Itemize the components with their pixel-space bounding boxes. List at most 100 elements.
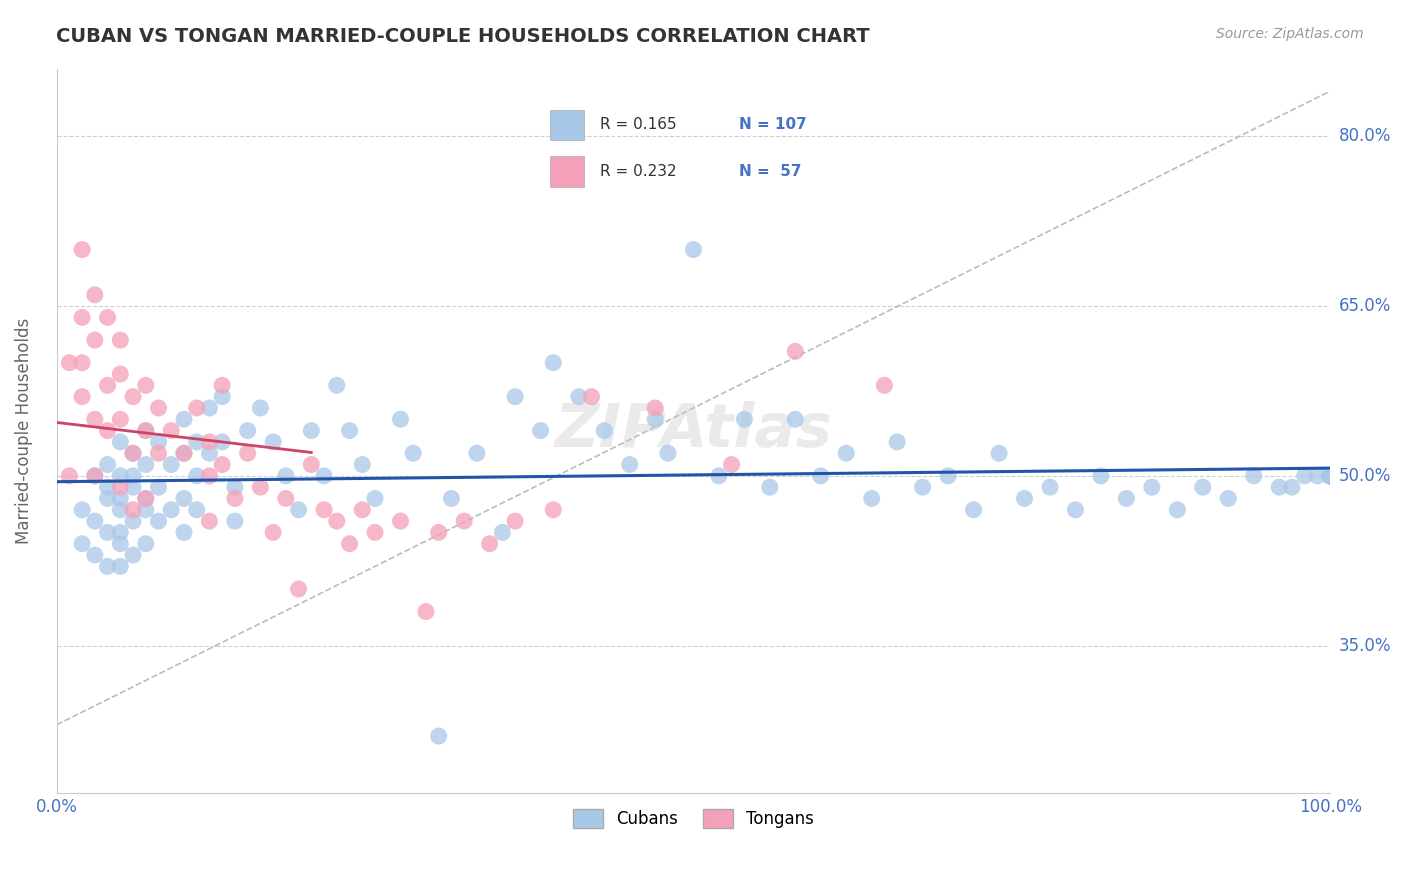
Point (1166, 503, 1188, 517)
Point (224, 491, 246, 506)
Point (160, 458, 183, 472)
Point (83, 468, 105, 483)
Point (1319, 468, 1341, 483)
Point (543, 503, 565, 517)
Point (644, 412, 666, 426)
Point (211, 390, 233, 404)
Point (110, 559, 132, 574)
Point (211, 434, 233, 449)
Point (402, 446, 425, 460)
Point (96, 378, 118, 392)
Point (173, 491, 195, 506)
Point (299, 424, 322, 438)
Point (478, 537, 501, 551)
Legend: Cubans, Tongans: Cubans, Tongans (567, 803, 821, 835)
Point (110, 412, 132, 426)
Point (160, 424, 183, 438)
Point (122, 390, 145, 404)
Point (785, 344, 807, 359)
Point (988, 446, 1011, 460)
Point (122, 446, 145, 460)
Point (186, 503, 208, 517)
Point (1319, 468, 1341, 483)
Point (110, 480, 132, 494)
Point (326, 514, 349, 528)
Point (415, 605, 437, 619)
Point (148, 401, 170, 415)
Point (389, 412, 412, 426)
Point (224, 514, 246, 528)
Point (135, 424, 157, 438)
Point (83, 468, 105, 483)
Point (148, 446, 170, 460)
Point (96, 559, 118, 574)
Text: Source: ZipAtlas.com: Source: ZipAtlas.com (1216, 27, 1364, 41)
Point (135, 537, 157, 551)
Point (135, 458, 157, 472)
Point (249, 480, 271, 494)
Point (135, 378, 157, 392)
Point (720, 458, 742, 472)
Point (962, 503, 984, 517)
Point (274, 468, 297, 483)
Point (835, 446, 858, 460)
Point (529, 424, 551, 438)
Y-axis label: Married-couple Households: Married-couple Households (15, 318, 32, 544)
Point (352, 458, 374, 472)
Point (110, 468, 132, 483)
Text: CUBAN VS TONGAN MARRIED-COUPLE HOUSEHOLDS CORRELATION CHART: CUBAN VS TONGAN MARRIED-COUPLE HOUSEHOLD… (56, 27, 870, 45)
Point (96, 424, 118, 438)
Point (173, 412, 195, 426)
Point (326, 378, 349, 392)
Point (122, 548, 145, 562)
Point (96, 310, 118, 325)
Point (1281, 480, 1303, 494)
Point (96, 480, 118, 494)
Point (886, 434, 908, 449)
Point (122, 514, 145, 528)
Point (911, 480, 934, 494)
Point (262, 525, 284, 540)
Text: 35.0%: 35.0% (1339, 637, 1391, 655)
Point (83, 514, 105, 528)
Point (110, 537, 132, 551)
Point (339, 424, 361, 438)
Point (1319, 468, 1341, 483)
Point (759, 480, 782, 494)
Point (936, 468, 959, 483)
Point (236, 424, 259, 438)
Point (503, 514, 526, 528)
Text: 65.0%: 65.0% (1339, 297, 1391, 315)
Point (1090, 468, 1112, 483)
Point (1319, 468, 1341, 483)
Point (135, 491, 157, 506)
Point (122, 480, 145, 494)
Point (70, 310, 93, 325)
Point (1218, 491, 1240, 506)
Point (785, 412, 807, 426)
Point (287, 582, 309, 596)
Point (83, 288, 105, 302)
Point (262, 434, 284, 449)
Point (198, 514, 221, 528)
Point (148, 434, 170, 449)
Point (186, 468, 208, 483)
Point (135, 424, 157, 438)
Point (249, 401, 271, 415)
Point (186, 434, 208, 449)
Point (122, 503, 145, 517)
Point (440, 491, 463, 506)
Point (70, 503, 93, 517)
Point (96, 525, 118, 540)
Point (70, 243, 93, 257)
Point (83, 333, 105, 347)
Point (389, 514, 412, 528)
Point (58, 356, 80, 370)
Point (110, 503, 132, 517)
Point (160, 503, 183, 517)
Point (135, 503, 157, 517)
Point (274, 491, 297, 506)
Point (860, 491, 883, 506)
Text: 80.0%: 80.0% (1339, 128, 1391, 145)
Point (503, 390, 526, 404)
